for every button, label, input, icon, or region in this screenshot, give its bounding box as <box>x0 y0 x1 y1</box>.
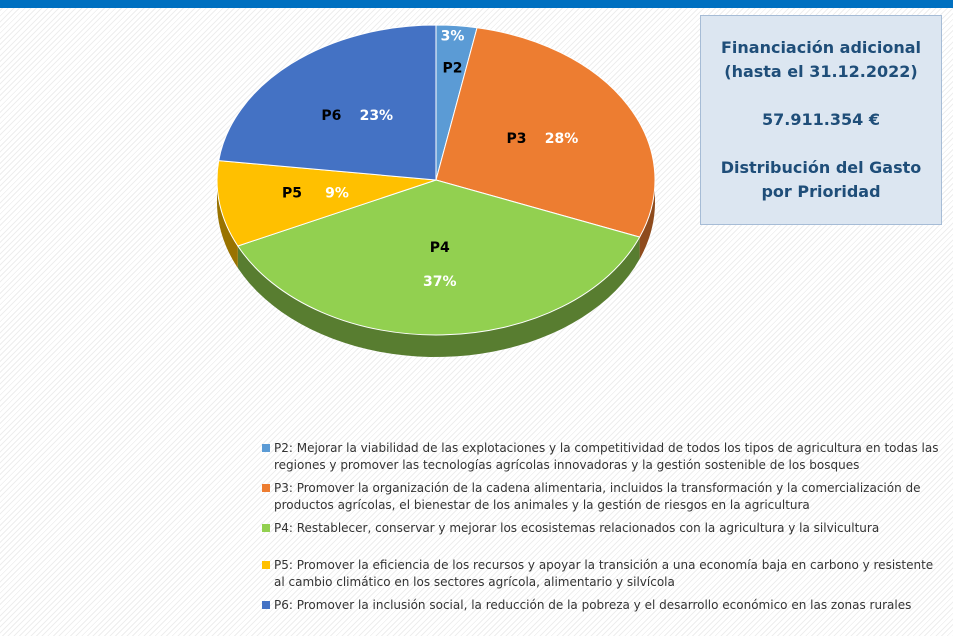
legend-text: P5: Promover la eficiencia de los recurs… <box>274 558 934 589</box>
top-bar <box>0 0 953 8</box>
legend-swatch <box>262 484 270 492</box>
value-label: 23% <box>360 108 394 124</box>
box-amount: 57.911.354 € <box>762 110 880 129</box>
box-title: Financiación adicional (hasta el 31.12.2… <box>720 38 922 81</box>
legend-swatch <box>262 524 270 532</box>
value-label: 28% <box>545 131 579 147</box>
category-label: P2 <box>442 61 462 77</box>
slice <box>237 179 641 336</box>
legend-swatch <box>262 444 270 452</box>
box-subtitle: Distribución del Gasto por Prioridad <box>720 158 922 201</box>
value-label: 9% <box>325 185 349 201</box>
slice <box>216 160 437 247</box>
slice <box>218 24 437 181</box>
legend-swatch <box>262 601 270 609</box>
category-label: P4 <box>430 240 450 256</box>
legend-item: P5: Promover la eficiencia de los recurs… <box>262 557 942 591</box>
legend-item: P4: Restablecer, conservar y mejorar los… <box>262 520 942 537</box>
slice-side <box>639 180 655 260</box>
legend-text: P2: Mejorar la viabilidad de las explota… <box>274 441 939 472</box>
legend-swatch <box>262 561 270 569</box>
value-label: 37% <box>423 274 457 290</box>
category-label: P3 <box>507 131 527 147</box>
slice <box>435 27 656 238</box>
category-label: P5 <box>282 185 302 201</box>
legend-item: P3: Promover la organización de la caden… <box>262 480 942 514</box>
legend-item: P6: Promover la inclusión social, la red… <box>262 597 942 614</box>
slice-side <box>237 237 640 357</box>
legend: P2: Mejorar la viabilidad de las explota… <box>262 440 942 620</box>
legend-text: P4: Restablecer, conservar y mejorar los… <box>274 521 880 535</box>
info-box: Financiación adicional (hasta el 31.12.2… <box>700 15 942 225</box>
slice-side <box>217 180 238 268</box>
legend-text: P3: Promover la organización de la caden… <box>274 481 921 512</box>
value-label: 3% <box>441 29 465 45</box>
legend-text: P6: Promover la inclusión social, la red… <box>274 598 912 612</box>
category-label: P6 <box>321 108 341 124</box>
legend-item: P2: Mejorar la viabilidad de las explota… <box>262 440 942 474</box>
chart: 3% P2 P3 28% 37% P4 P5 9% P6 23% <box>216 24 656 357</box>
